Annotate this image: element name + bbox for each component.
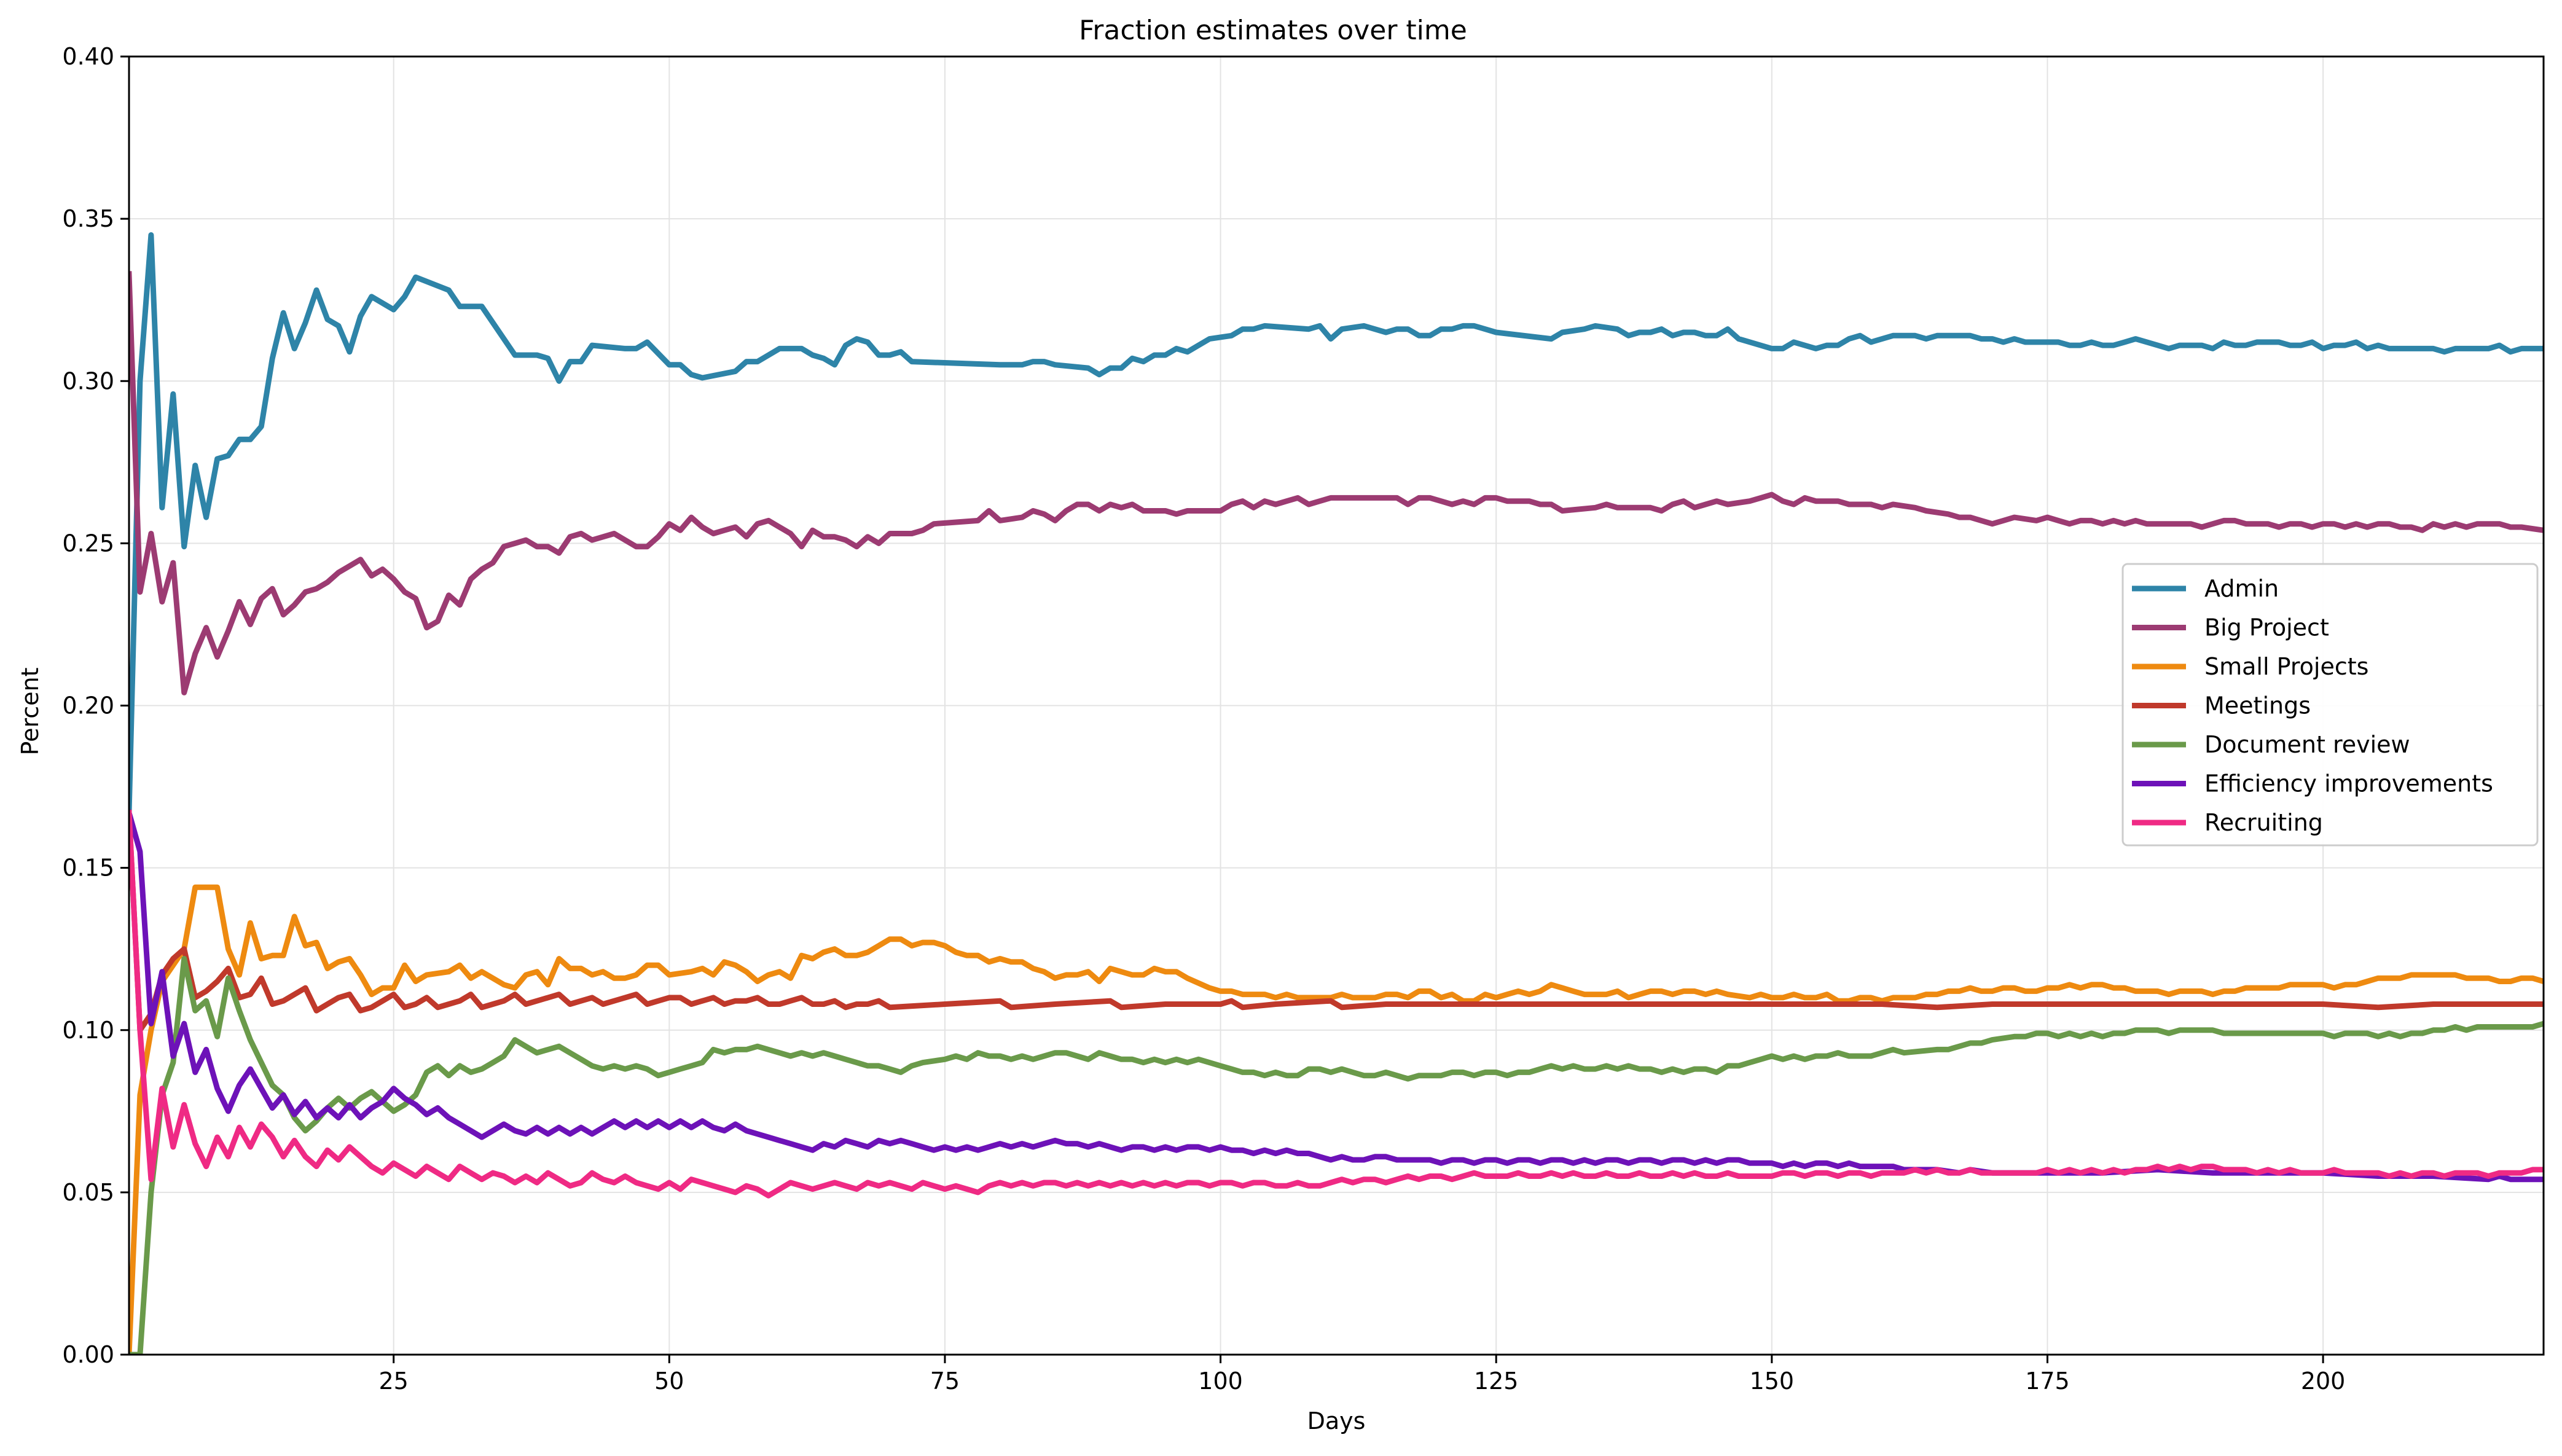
- legend-label: Recruiting: [2204, 809, 2323, 836]
- legend-box: [2121, 563, 2539, 847]
- y-axis-label: Percent: [17, 668, 44, 756]
- legend: Admin Big Project Small Projects Meetings Do…: [2121, 563, 2539, 847]
- x-tick-label: 150: [1750, 1368, 1795, 1395]
- x-tick-label: 200: [2301, 1368, 2346, 1395]
- y-tick-label: 0.30: [62, 367, 114, 394]
- x-tick-label: 175: [2025, 1368, 2070, 1395]
- series-line-recruiting: [129, 810, 2544, 1199]
- y-tick-label: 0.10: [62, 1017, 114, 1044]
- y-axis-ticks: 0.00 0.05 0.10 0.15 0.20 0.25 0.30 0.35 0.40: [62, 43, 129, 1368]
- series-line-document-review: [129, 956, 2544, 1355]
- y-tick-label: 0.40: [62, 43, 114, 70]
- series-lines: [129, 232, 2544, 1355]
- y-tick-label: 0.15: [62, 855, 114, 882]
- series-line-big-project: [129, 271, 2544, 695]
- chart-title: Fraction estimates over time: [1079, 15, 1467, 46]
- legend-label: Document review: [2204, 731, 2410, 758]
- legend-label: Small Projects: [2204, 653, 2368, 680]
- y-tick-label: 0.35: [62, 205, 114, 232]
- y-tick-label: 0.25: [62, 530, 114, 557]
- x-tick-label: 125: [1474, 1368, 1519, 1395]
- x-tick-label: 25: [379, 1368, 409, 1395]
- x-tick-label: 50: [654, 1368, 684, 1395]
- legend-label: Meetings: [2204, 692, 2311, 719]
- legend-label: Efficiency improvements: [2204, 770, 2493, 797]
- legend-label: Big Project: [2204, 614, 2329, 641]
- y-tick-label: 0.00: [62, 1341, 114, 1368]
- series-line-meetings: [129, 810, 2544, 1033]
- x-axis-ticks: 25 50 75 100 125 150 175 200: [379, 1355, 2346, 1395]
- series-line-small-projects: [129, 884, 2544, 1355]
- legend-label: Admin: [2204, 575, 2279, 602]
- x-tick-label: 100: [1198, 1368, 1243, 1395]
- y-tick-label: 0.05: [62, 1179, 114, 1206]
- series-line-efficiency-improvements: [129, 809, 2544, 1183]
- y-tick-label: 0.20: [62, 692, 114, 719]
- x-axis-label: Days: [1307, 1407, 1366, 1434]
- x-tick-label: 75: [930, 1368, 960, 1395]
- series-line-admin: [129, 232, 2544, 816]
